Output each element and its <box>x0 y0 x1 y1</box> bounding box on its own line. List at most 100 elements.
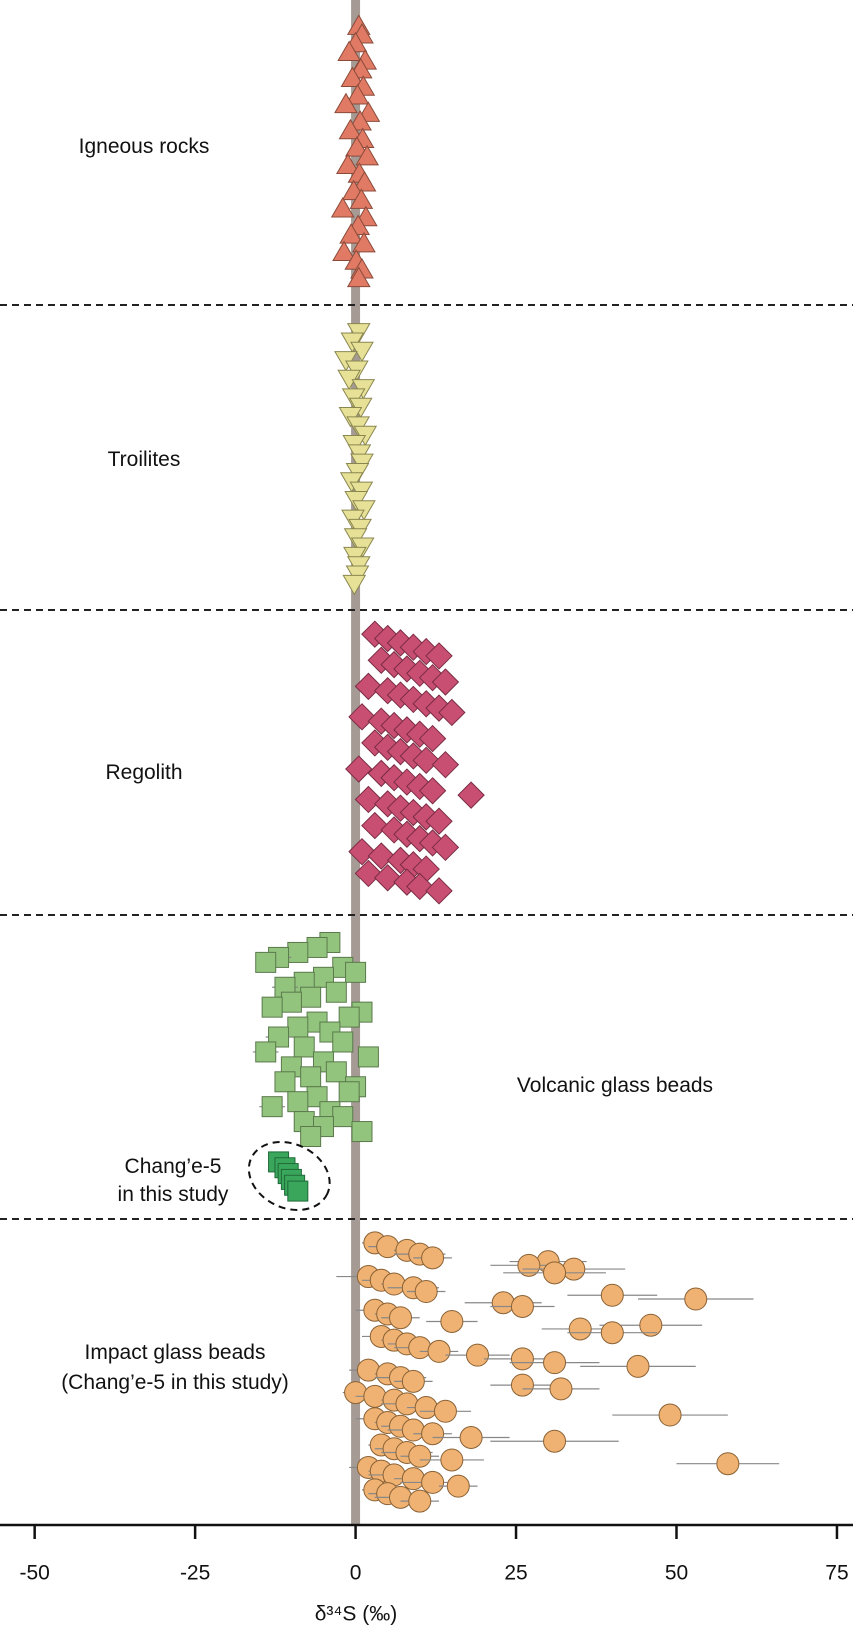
circle-marker <box>510 1373 534 1397</box>
diamond-marker <box>425 642 453 670</box>
diamond-marker <box>348 837 376 866</box>
square-marker <box>338 1006 360 1028</box>
circle-marker <box>382 1272 406 1296</box>
circle-marker <box>389 1485 413 1509</box>
circle-marker <box>716 1452 740 1476</box>
circle-marker <box>639 1313 663 1337</box>
triangle-marker <box>348 110 372 131</box>
diamond-marker <box>348 703 376 731</box>
x-tick-label: 75 <box>825 1562 848 1585</box>
circle-marker <box>401 1369 425 1393</box>
diamond-marker <box>418 777 447 805</box>
triangle-marker <box>332 240 356 262</box>
square-marker <box>261 1096 283 1118</box>
circle-marker <box>510 1295 534 1318</box>
diamond-marker <box>354 672 383 701</box>
diamond-marker <box>373 864 402 892</box>
diamond-marker <box>361 811 389 840</box>
label-line: Volcanic glass beads <box>517 1074 713 1097</box>
circle-marker <box>433 1399 457 1423</box>
triangle-marker <box>339 223 363 244</box>
square-marker <box>338 1081 360 1103</box>
circle-marker <box>401 1418 425 1442</box>
circle-marker <box>658 1403 682 1427</box>
diamond-marker <box>412 746 440 775</box>
diamond-marker <box>418 724 447 753</box>
triangle-marker <box>349 188 374 209</box>
diamond-marker <box>457 781 485 809</box>
group-label: Impact glass beads (Chang’e-5 in this stu… <box>61 1341 289 1394</box>
circle-marker <box>510 1347 534 1371</box>
circle-marker <box>491 1291 515 1315</box>
diamond-marker <box>425 877 453 905</box>
label-line: Regolith <box>105 761 182 784</box>
triangle-marker <box>352 170 377 192</box>
triangle-marker <box>352 231 376 253</box>
label-line: in this study <box>118 1183 229 1206</box>
x-tick-label: -50 <box>19 1562 49 1585</box>
circle-marker <box>414 1280 438 1304</box>
circle-marker <box>440 1309 464 1333</box>
diamond-marker <box>431 750 460 779</box>
square-marker <box>300 1126 322 1148</box>
square-marker <box>287 1016 309 1038</box>
triangle-marker <box>338 118 363 140</box>
diamond-marker <box>406 872 434 901</box>
triangle-marker <box>340 66 365 88</box>
square-marker <box>332 1106 354 1128</box>
square-marker <box>306 936 328 958</box>
circle-marker <box>600 1283 624 1307</box>
circle-marker <box>421 1246 445 1270</box>
label-line: Troilites <box>108 448 181 471</box>
square-marker <box>287 1180 309 1202</box>
square-marker <box>293 1036 315 1058</box>
x-axis-label: δ³⁴S (‰) <box>315 1603 398 1626</box>
triangle-marker <box>345 83 370 105</box>
circle-marker <box>446 1474 470 1498</box>
square-marker <box>351 1121 373 1143</box>
circle-marker <box>568 1317 592 1341</box>
triangle-marker <box>336 153 360 175</box>
circle-marker <box>543 1429 567 1453</box>
group-label: Troilites <box>108 448 181 471</box>
triangle-marker <box>330 197 355 218</box>
triangle-marker <box>355 144 379 166</box>
circle-marker <box>408 1336 432 1360</box>
diamond-marker <box>354 785 383 814</box>
square-marker <box>261 996 283 1018</box>
square-marker <box>274 1071 296 1093</box>
square-marker <box>357 1046 379 1068</box>
circle-marker <box>440 1448 464 1472</box>
square-marker <box>280 991 302 1013</box>
circle-marker <box>408 1489 432 1513</box>
highlight-ellipse <box>247 1140 331 1212</box>
square-marker <box>332 1031 354 1053</box>
x-tick-label: -25 <box>180 1562 210 1585</box>
circle-marker <box>543 1261 567 1285</box>
square-marker <box>325 1061 347 1083</box>
triangle-marker <box>344 136 369 157</box>
circle-marker <box>459 1426 483 1449</box>
square-marker <box>300 986 322 1008</box>
circle-marker <box>395 1392 419 1416</box>
square-marker <box>287 1091 309 1113</box>
circle-marker <box>421 1422 445 1446</box>
diamond-marker <box>425 807 453 835</box>
circle-marker <box>600 1321 624 1345</box>
square-marker <box>255 1041 277 1063</box>
circle-marker <box>344 1381 368 1405</box>
triangle-marker <box>337 40 362 61</box>
circle-marker <box>684 1287 708 1311</box>
circle-marker <box>421 1470 445 1494</box>
square-marker <box>287 941 309 963</box>
diamond-marker <box>367 842 395 870</box>
label-line: Chang’e-5 <box>125 1155 222 1178</box>
x-tick-label: 0 <box>350 1562 362 1585</box>
triangle-marker <box>346 266 371 288</box>
circle-marker <box>562 1257 586 1281</box>
group-label: Regolith <box>105 761 182 784</box>
label-line: Impact glass beads <box>85 1341 266 1364</box>
circle-marker <box>543 1351 567 1375</box>
circle-marker <box>414 1396 438 1420</box>
